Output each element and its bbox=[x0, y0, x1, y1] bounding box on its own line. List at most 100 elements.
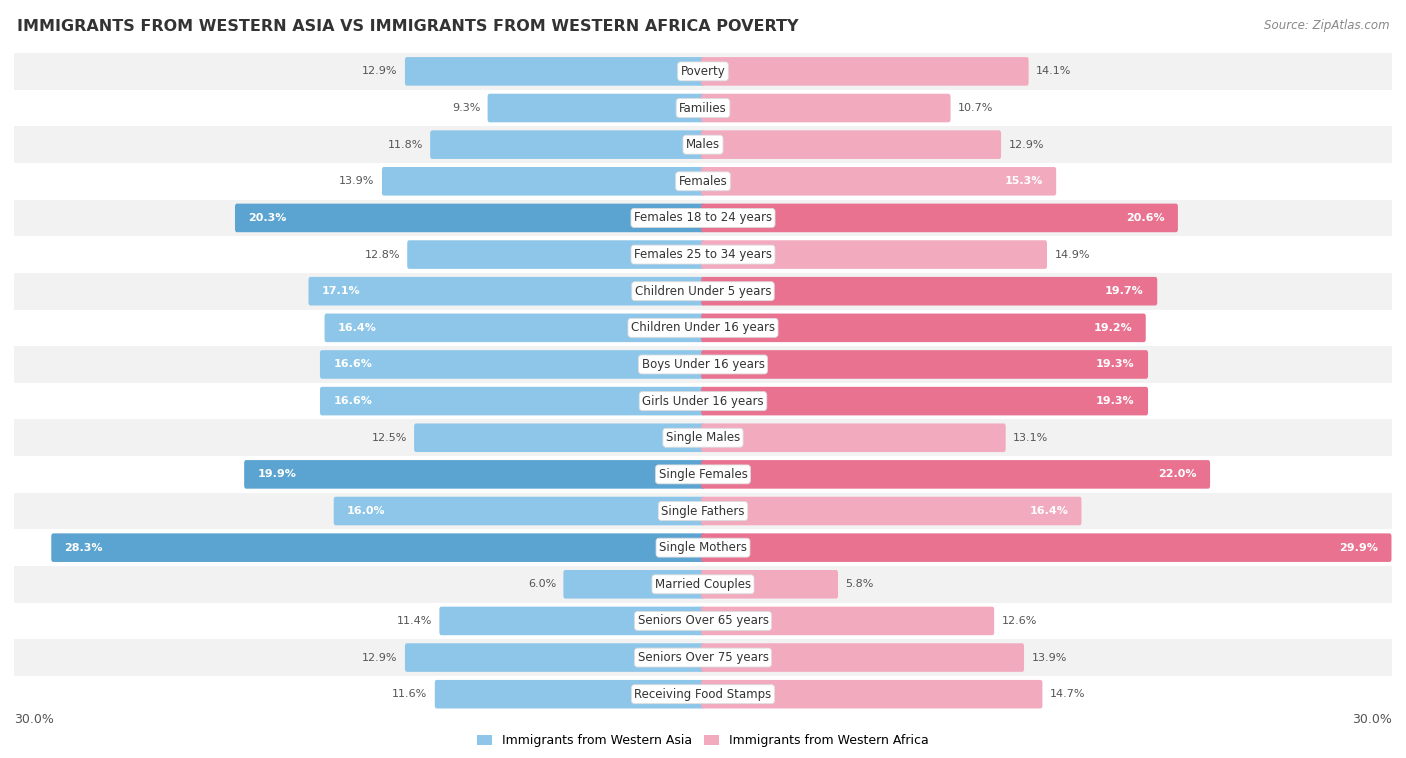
Bar bbox=[14, 346, 1392, 383]
FancyBboxPatch shape bbox=[702, 424, 1005, 452]
FancyBboxPatch shape bbox=[702, 496, 1081, 525]
FancyBboxPatch shape bbox=[321, 350, 704, 379]
Text: Single Females: Single Females bbox=[658, 468, 748, 481]
Text: Girls Under 16 years: Girls Under 16 years bbox=[643, 395, 763, 408]
FancyBboxPatch shape bbox=[405, 644, 704, 672]
Bar bbox=[14, 419, 1392, 456]
Text: 14.1%: 14.1% bbox=[1036, 67, 1071, 77]
FancyBboxPatch shape bbox=[333, 496, 704, 525]
Text: 12.9%: 12.9% bbox=[363, 67, 398, 77]
FancyBboxPatch shape bbox=[702, 534, 1392, 562]
Bar bbox=[14, 383, 1392, 419]
Text: 5.8%: 5.8% bbox=[845, 579, 873, 589]
Text: 6.0%: 6.0% bbox=[527, 579, 555, 589]
FancyBboxPatch shape bbox=[702, 167, 1056, 196]
Text: 28.3%: 28.3% bbox=[65, 543, 103, 553]
Text: 11.4%: 11.4% bbox=[396, 616, 432, 626]
Text: IMMIGRANTS FROM WESTERN ASIA VS IMMIGRANTS FROM WESTERN AFRICA POVERTY: IMMIGRANTS FROM WESTERN ASIA VS IMMIGRAN… bbox=[17, 19, 799, 34]
FancyBboxPatch shape bbox=[702, 240, 1047, 269]
Text: 12.9%: 12.9% bbox=[1008, 139, 1043, 149]
FancyBboxPatch shape bbox=[702, 680, 1042, 709]
Text: Single Mothers: Single Mothers bbox=[659, 541, 747, 554]
Bar bbox=[14, 163, 1392, 199]
FancyBboxPatch shape bbox=[405, 57, 704, 86]
Text: 17.1%: 17.1% bbox=[322, 287, 360, 296]
Text: Receiving Food Stamps: Receiving Food Stamps bbox=[634, 688, 772, 700]
FancyBboxPatch shape bbox=[702, 57, 1029, 86]
Text: 12.8%: 12.8% bbox=[364, 249, 399, 259]
FancyBboxPatch shape bbox=[702, 204, 1178, 232]
FancyBboxPatch shape bbox=[702, 644, 1024, 672]
Bar bbox=[14, 566, 1392, 603]
Text: Poverty: Poverty bbox=[681, 65, 725, 78]
FancyBboxPatch shape bbox=[702, 94, 950, 122]
Text: 19.9%: 19.9% bbox=[257, 469, 297, 479]
Text: 19.2%: 19.2% bbox=[1094, 323, 1132, 333]
Text: 11.8%: 11.8% bbox=[388, 139, 423, 149]
Text: 10.7%: 10.7% bbox=[957, 103, 993, 113]
FancyBboxPatch shape bbox=[702, 130, 1001, 159]
Text: Boys Under 16 years: Boys Under 16 years bbox=[641, 358, 765, 371]
FancyBboxPatch shape bbox=[702, 606, 994, 635]
Bar bbox=[14, 639, 1392, 676]
Text: Married Couples: Married Couples bbox=[655, 578, 751, 590]
Text: Children Under 16 years: Children Under 16 years bbox=[631, 321, 775, 334]
FancyBboxPatch shape bbox=[702, 387, 1149, 415]
Text: 29.9%: 29.9% bbox=[1340, 543, 1378, 553]
FancyBboxPatch shape bbox=[702, 570, 838, 599]
Text: Seniors Over 65 years: Seniors Over 65 years bbox=[637, 615, 769, 628]
Text: 12.5%: 12.5% bbox=[371, 433, 406, 443]
FancyBboxPatch shape bbox=[325, 314, 704, 342]
FancyBboxPatch shape bbox=[408, 240, 704, 269]
Text: Children Under 5 years: Children Under 5 years bbox=[634, 285, 772, 298]
Text: 14.7%: 14.7% bbox=[1050, 689, 1085, 699]
Bar bbox=[14, 309, 1392, 346]
FancyBboxPatch shape bbox=[430, 130, 704, 159]
Bar bbox=[14, 456, 1392, 493]
Text: 16.4%: 16.4% bbox=[1029, 506, 1069, 516]
Text: 15.3%: 15.3% bbox=[1004, 177, 1043, 186]
Text: 30.0%: 30.0% bbox=[1353, 713, 1392, 725]
FancyBboxPatch shape bbox=[702, 314, 1146, 342]
Text: Families: Families bbox=[679, 102, 727, 114]
FancyBboxPatch shape bbox=[51, 534, 704, 562]
Text: 12.6%: 12.6% bbox=[1001, 616, 1036, 626]
Text: Single Fathers: Single Fathers bbox=[661, 505, 745, 518]
FancyBboxPatch shape bbox=[245, 460, 704, 489]
Text: 30.0%: 30.0% bbox=[14, 713, 53, 725]
FancyBboxPatch shape bbox=[434, 680, 704, 709]
Legend: Immigrants from Western Asia, Immigrants from Western Africa: Immigrants from Western Asia, Immigrants… bbox=[472, 729, 934, 753]
FancyBboxPatch shape bbox=[488, 94, 704, 122]
Text: 19.3%: 19.3% bbox=[1097, 359, 1135, 369]
Text: 12.9%: 12.9% bbox=[363, 653, 398, 662]
Text: Females 25 to 34 years: Females 25 to 34 years bbox=[634, 248, 772, 261]
Text: Males: Males bbox=[686, 138, 720, 151]
FancyBboxPatch shape bbox=[564, 570, 704, 599]
Text: Females: Females bbox=[679, 175, 727, 188]
Bar bbox=[14, 676, 1392, 713]
Bar bbox=[14, 273, 1392, 309]
Text: 19.3%: 19.3% bbox=[1097, 396, 1135, 406]
Text: 16.6%: 16.6% bbox=[333, 359, 373, 369]
Bar bbox=[14, 493, 1392, 529]
Text: 16.4%: 16.4% bbox=[337, 323, 377, 333]
Text: Seniors Over 75 years: Seniors Over 75 years bbox=[637, 651, 769, 664]
Text: 20.6%: 20.6% bbox=[1126, 213, 1164, 223]
Bar bbox=[14, 53, 1392, 89]
Bar bbox=[14, 127, 1392, 163]
Text: 9.3%: 9.3% bbox=[451, 103, 481, 113]
Text: 16.0%: 16.0% bbox=[347, 506, 385, 516]
Text: 11.6%: 11.6% bbox=[392, 689, 427, 699]
Text: 19.7%: 19.7% bbox=[1105, 287, 1144, 296]
Text: 14.9%: 14.9% bbox=[1054, 249, 1090, 259]
FancyBboxPatch shape bbox=[321, 387, 704, 415]
Text: 13.9%: 13.9% bbox=[339, 177, 374, 186]
FancyBboxPatch shape bbox=[415, 424, 704, 452]
Text: 22.0%: 22.0% bbox=[1159, 469, 1197, 479]
Bar bbox=[14, 199, 1392, 236]
FancyBboxPatch shape bbox=[382, 167, 704, 196]
FancyBboxPatch shape bbox=[702, 350, 1149, 379]
FancyBboxPatch shape bbox=[702, 277, 1157, 305]
Text: 13.1%: 13.1% bbox=[1012, 433, 1049, 443]
Text: 20.3%: 20.3% bbox=[249, 213, 287, 223]
